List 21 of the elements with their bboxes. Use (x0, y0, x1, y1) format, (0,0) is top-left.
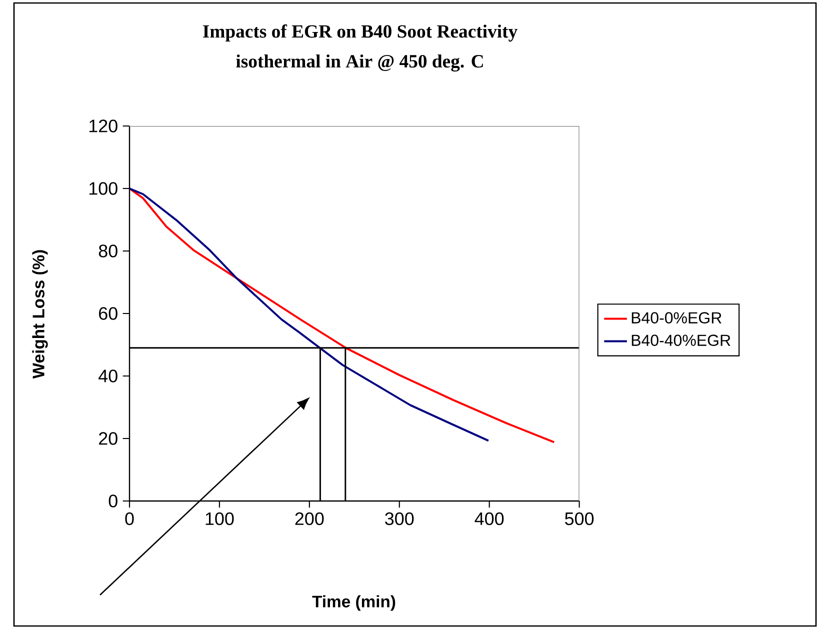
x-tick-label: 400 (474, 512, 504, 526)
y-tick-label: 40 (98, 370, 118, 382)
x-tick-label: 200 (295, 512, 324, 526)
x-tick-label: 100 (206, 512, 234, 526)
x-tick-label: 300 (385, 512, 414, 526)
chart-subtitle: isothermal in Air @ 450 deg. C (236, 54, 483, 72)
legend-label: B40-40%EGR (632, 334, 730, 346)
line-series (130, 187, 556, 444)
x-axis-title: Time (min) (312, 595, 396, 611)
x-tick-label: 500 (564, 512, 594, 526)
chart-title: Impacts of EGR on B40 Soot Reactivity (203, 24, 518, 42)
y-tick-label: 0 (108, 494, 118, 508)
y-tick-label: 80 (98, 244, 118, 258)
y-tick-label: 20 (99, 432, 118, 445)
legend-label: B40-0%EGR (632, 312, 722, 324)
y-axis-title: Weight Loss (%) (32, 250, 48, 379)
y-tick-label: 60 (99, 307, 118, 320)
line-series (130, 187, 490, 442)
y-tick-label: 120 (89, 120, 118, 132)
x-tick-label: 0 (125, 512, 134, 526)
y-tick-label: 100 (89, 182, 118, 195)
